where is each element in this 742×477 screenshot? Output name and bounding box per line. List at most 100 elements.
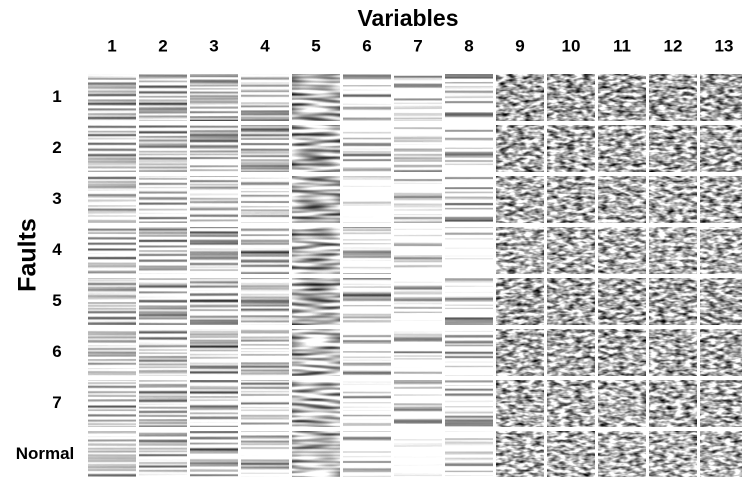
texture-cell — [598, 278, 646, 325]
texture-cell — [445, 329, 493, 376]
texture-cell — [241, 74, 289, 121]
texture-cell — [496, 278, 544, 325]
row-label: Normal — [16, 444, 75, 463]
texture-cell — [343, 125, 391, 172]
texture-cell — [343, 329, 391, 376]
texture-cell — [241, 125, 289, 172]
texture-cell — [241, 278, 289, 325]
column-label: 1 — [107, 36, 116, 55]
texture-cell — [190, 380, 238, 427]
texture-cell — [700, 227, 742, 274]
texture-cell — [598, 431, 646, 477]
texture-cell — [343, 431, 391, 477]
texture-cell — [343, 176, 391, 223]
texture-cell — [190, 278, 238, 325]
texture-cell — [241, 329, 289, 376]
texture-cell — [496, 176, 544, 223]
texture-cell — [598, 380, 646, 427]
column-label: 9 — [515, 36, 524, 55]
texture-cell — [649, 227, 697, 274]
texture-cell — [139, 125, 187, 172]
texture-cell — [190, 74, 238, 121]
texture-cell — [292, 125, 340, 172]
texture-cell — [292, 329, 340, 376]
texture-cell — [88, 380, 136, 427]
column-label: 6 — [362, 36, 371, 55]
texture-cell — [547, 74, 595, 121]
texture-cell — [700, 125, 742, 172]
texture-cell — [700, 74, 742, 121]
texture-cell — [700, 380, 742, 427]
texture-cell — [445, 431, 493, 477]
texture-cell — [343, 227, 391, 274]
texture-cell — [496, 125, 544, 172]
texture-cell — [394, 329, 442, 376]
row-label: 2 — [52, 138, 61, 157]
column-label: 7 — [413, 36, 422, 55]
texture-cell — [241, 176, 289, 223]
texture-cell — [445, 278, 493, 325]
texture-cell — [190, 176, 238, 223]
texture-cell — [292, 380, 340, 427]
texture-cell — [649, 329, 697, 376]
texture-cell — [496, 329, 544, 376]
texture-cell — [88, 125, 136, 172]
column-label: 12 — [664, 36, 683, 55]
row-axis-label: Faults — [14, 218, 42, 292]
texture-cell — [394, 74, 442, 121]
row-label: 1 — [52, 87, 61, 106]
title: Variables — [357, 5, 458, 31]
texture-cell — [649, 278, 697, 325]
texture-cell — [190, 125, 238, 172]
texture-cell — [88, 329, 136, 376]
row-label: 3 — [52, 189, 61, 208]
texture-cell — [343, 380, 391, 427]
texture-cell — [88, 176, 136, 223]
texture-cell — [445, 125, 493, 172]
texture-cell — [598, 329, 646, 376]
texture-cell — [649, 74, 697, 121]
column-label: 4 — [260, 36, 270, 55]
texture-cell — [139, 74, 187, 121]
texture-cell — [547, 380, 595, 427]
texture-cell — [241, 380, 289, 427]
row-label: 7 — [52, 393, 61, 412]
texture-cell — [139, 278, 187, 325]
texture-cell — [649, 380, 697, 427]
texture-cell — [496, 380, 544, 427]
texture-cell — [394, 380, 442, 427]
texture-cell — [547, 329, 595, 376]
texture-cell — [139, 329, 187, 376]
column-label: 3 — [209, 36, 218, 55]
texture-cell — [190, 431, 238, 477]
column-label: 10 — [562, 36, 581, 55]
texture-cell — [292, 431, 340, 477]
texture-cell — [700, 176, 742, 223]
column-label: 2 — [158, 36, 167, 55]
texture-cell — [598, 227, 646, 274]
texture-cell — [700, 431, 742, 477]
texture-cell — [649, 176, 697, 223]
row-label: 6 — [52, 342, 61, 361]
texture-cell — [700, 329, 742, 376]
texture-cell — [547, 227, 595, 274]
texture-cell — [445, 74, 493, 121]
texture-cell — [241, 431, 289, 477]
texture-cell — [292, 176, 340, 223]
texture-cell — [598, 125, 646, 172]
texture-cell — [445, 380, 493, 427]
texture-cell — [394, 278, 442, 325]
texture-cell — [649, 125, 697, 172]
texture-cell — [649, 431, 697, 477]
texture-cell — [343, 74, 391, 121]
texture-cell — [139, 431, 187, 477]
texture-cell — [139, 176, 187, 223]
texture-cell — [394, 227, 442, 274]
column-label: 11 — [613, 36, 631, 55]
texture-cell — [343, 278, 391, 325]
texture-cell — [547, 176, 595, 223]
column-label: 5 — [311, 36, 320, 55]
texture-cell — [292, 227, 340, 274]
texture-cell — [190, 329, 238, 376]
